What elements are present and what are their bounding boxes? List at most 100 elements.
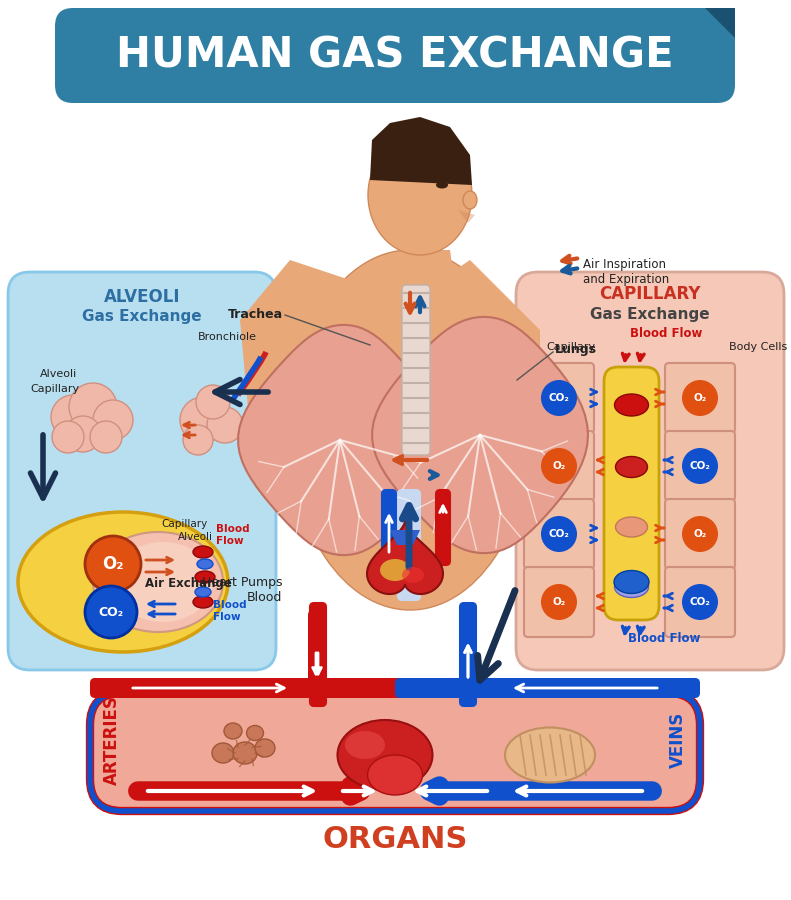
Ellipse shape: [368, 135, 472, 255]
Ellipse shape: [290, 250, 530, 610]
FancyBboxPatch shape: [308, 610, 324, 700]
Ellipse shape: [195, 571, 215, 583]
Polygon shape: [238, 325, 442, 555]
Text: O₂: O₂: [552, 597, 566, 607]
Text: VEINS: VEINS: [669, 712, 687, 768]
Ellipse shape: [93, 532, 223, 632]
Ellipse shape: [233, 742, 257, 764]
Text: CO₂: CO₂: [690, 597, 710, 607]
Text: CAPILLARY: CAPILLARY: [600, 285, 701, 303]
Circle shape: [69, 383, 117, 431]
Ellipse shape: [614, 571, 649, 593]
Ellipse shape: [193, 596, 213, 608]
Ellipse shape: [18, 512, 228, 652]
Ellipse shape: [224, 723, 242, 739]
FancyBboxPatch shape: [524, 567, 594, 637]
FancyBboxPatch shape: [516, 272, 784, 670]
FancyBboxPatch shape: [524, 499, 594, 569]
Circle shape: [541, 380, 577, 416]
Ellipse shape: [380, 559, 410, 581]
FancyArrowPatch shape: [215, 380, 268, 404]
Text: Heart Pumps
Blood: Heart Pumps Blood: [202, 576, 282, 604]
Circle shape: [85, 586, 137, 638]
FancyBboxPatch shape: [665, 431, 735, 501]
Polygon shape: [367, 521, 443, 594]
FancyBboxPatch shape: [460, 603, 476, 706]
Ellipse shape: [345, 731, 385, 759]
Text: Gas Exchange: Gas Exchange: [590, 307, 710, 321]
Text: O₂: O₂: [102, 555, 123, 573]
FancyBboxPatch shape: [90, 693, 700, 811]
Ellipse shape: [615, 517, 648, 537]
Text: Bronchiole: Bronchiole: [198, 332, 257, 342]
Polygon shape: [402, 250, 455, 285]
FancyBboxPatch shape: [665, 363, 735, 433]
Ellipse shape: [615, 394, 649, 416]
FancyBboxPatch shape: [665, 567, 735, 637]
Ellipse shape: [212, 743, 234, 763]
Text: Blood Flow: Blood Flow: [630, 327, 702, 340]
Text: CO₂: CO₂: [549, 529, 570, 539]
Ellipse shape: [255, 739, 275, 757]
Text: CO₂: CO₂: [549, 393, 570, 403]
Ellipse shape: [463, 191, 477, 209]
Circle shape: [65, 416, 101, 452]
Ellipse shape: [402, 567, 424, 583]
FancyBboxPatch shape: [310, 603, 326, 706]
FancyBboxPatch shape: [90, 678, 405, 698]
Circle shape: [682, 448, 718, 484]
Text: CO₂: CO₂: [98, 606, 123, 618]
Text: Air Exchange: Air Exchange: [145, 577, 232, 590]
FancyBboxPatch shape: [398, 490, 420, 600]
FancyBboxPatch shape: [604, 367, 659, 620]
Text: Lungs: Lungs: [555, 344, 597, 356]
FancyBboxPatch shape: [436, 490, 450, 565]
Circle shape: [207, 407, 243, 443]
Circle shape: [196, 385, 230, 419]
Polygon shape: [458, 210, 475, 223]
Text: O₂: O₂: [552, 461, 566, 471]
Text: HUMAN GAS EXCHANGE: HUMAN GAS EXCHANGE: [116, 34, 674, 76]
Text: ORGANS: ORGANS: [322, 824, 467, 853]
Polygon shape: [240, 260, 350, 430]
Ellipse shape: [615, 456, 648, 478]
Text: ARTERIES: ARTERIES: [103, 695, 121, 785]
Ellipse shape: [197, 559, 213, 569]
Circle shape: [682, 584, 718, 620]
FancyBboxPatch shape: [524, 363, 594, 433]
Ellipse shape: [113, 542, 213, 622]
Ellipse shape: [195, 587, 211, 597]
Text: Gas Exchange: Gas Exchange: [82, 310, 202, 325]
Text: Blood
Flow: Blood Flow: [213, 600, 247, 622]
Text: Capillary: Capillary: [162, 519, 208, 529]
Text: CO₂: CO₂: [690, 461, 710, 471]
Ellipse shape: [193, 546, 213, 558]
Ellipse shape: [505, 727, 595, 782]
Circle shape: [85, 536, 141, 592]
FancyBboxPatch shape: [395, 678, 700, 698]
Text: Capillary: Capillary: [546, 342, 595, 352]
Polygon shape: [440, 260, 540, 430]
Polygon shape: [390, 530, 420, 545]
Ellipse shape: [368, 755, 422, 795]
FancyArrowPatch shape: [478, 590, 515, 680]
FancyBboxPatch shape: [460, 610, 476, 700]
Circle shape: [93, 400, 133, 440]
FancyBboxPatch shape: [382, 490, 396, 565]
Circle shape: [541, 584, 577, 620]
Ellipse shape: [436, 182, 448, 188]
FancyBboxPatch shape: [55, 8, 735, 103]
Text: Blood
Flow: Blood Flow: [216, 525, 250, 546]
Circle shape: [682, 380, 718, 416]
FancyBboxPatch shape: [665, 499, 735, 569]
Circle shape: [541, 448, 577, 484]
FancyBboxPatch shape: [524, 431, 594, 501]
Text: O₂: O₂: [694, 529, 706, 539]
Circle shape: [90, 421, 122, 453]
Polygon shape: [370, 117, 472, 185]
FancyArrowPatch shape: [31, 435, 55, 498]
Circle shape: [183, 425, 213, 455]
Text: Air Inspiration
and Expiration: Air Inspiration and Expiration: [583, 258, 669, 286]
Ellipse shape: [247, 725, 263, 741]
Text: Trachea: Trachea: [228, 309, 283, 321]
